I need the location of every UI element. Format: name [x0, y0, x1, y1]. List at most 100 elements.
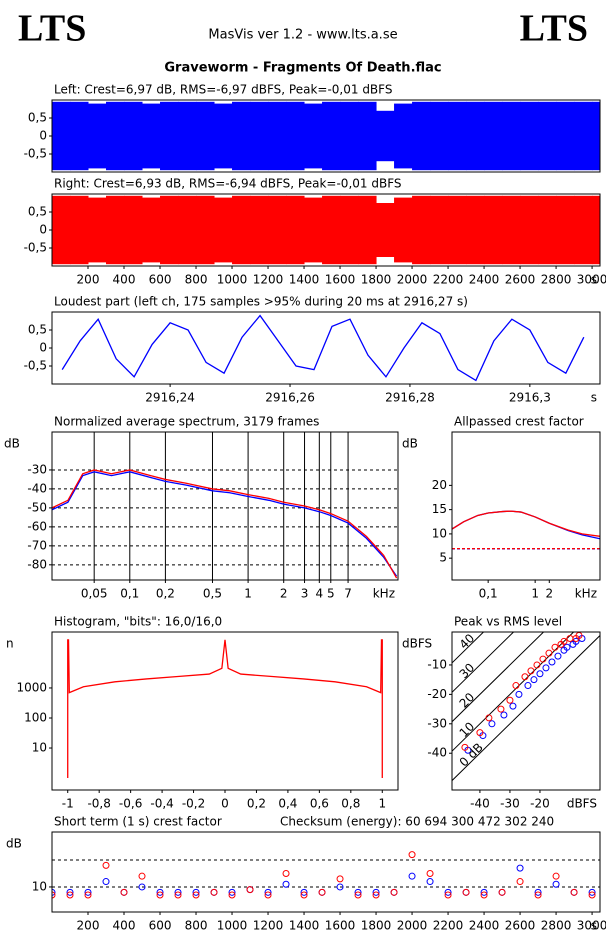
- y-tick-label: -0,5: [24, 359, 47, 373]
- point: [66, 891, 74, 899]
- point: [462, 888, 470, 896]
- point: [563, 643, 571, 651]
- x-tick-label: 2: [545, 587, 553, 601]
- point: [516, 878, 524, 886]
- x-tick-label: 0,6: [310, 797, 329, 811]
- x-tick-label: 2200: [433, 273, 464, 287]
- x-axis-label: s: [591, 919, 597, 933]
- waveform-segment: [232, 195, 251, 265]
- x-tick-label: 200: [77, 919, 100, 933]
- x-tick-label: 3000: [577, 919, 606, 933]
- y-tick-label: -30: [27, 462, 47, 476]
- point: [426, 878, 434, 886]
- waveform-segment: [574, 101, 593, 171]
- point: [509, 702, 517, 710]
- point: [521, 673, 529, 681]
- x-tick-label: 400: [113, 273, 136, 287]
- point: [120, 888, 128, 896]
- point: [548, 658, 556, 666]
- series-line: [52, 471, 398, 577]
- x-tick-label: 0,5: [203, 587, 222, 601]
- waveform-segment: [250, 195, 269, 265]
- waveform-segment: [484, 101, 503, 171]
- point: [354, 888, 362, 896]
- point: [156, 888, 164, 896]
- panel-title: Short term (1 s) crest factor: [54, 815, 222, 829]
- waveform-segment: [556, 101, 575, 171]
- waveform-segment: [250, 101, 269, 171]
- plot-frame: [51, 311, 601, 385]
- waveform-segment: [358, 101, 377, 171]
- waveform-segment: [556, 195, 575, 265]
- waveform-segment: [124, 195, 143, 265]
- point: [485, 714, 493, 722]
- waveform-segment: [70, 195, 89, 265]
- series-line: [67, 639, 383, 779]
- waveform-segment: [430, 195, 449, 265]
- x-tick-label: 0,1: [120, 587, 139, 601]
- point: [588, 891, 596, 899]
- point: [506, 696, 514, 704]
- waveform-segment: [214, 103, 233, 169]
- x-tick-label: -0,4: [150, 797, 173, 811]
- point: [461, 743, 469, 751]
- point: [138, 872, 146, 880]
- waveform-segment: [106, 195, 125, 265]
- x-tick-label: 1600: [325, 273, 356, 287]
- y-tick-label: -40: [427, 746, 447, 760]
- point: [390, 888, 398, 896]
- checksum: Checksum (energy): 60 694 300 472 302 24…: [280, 815, 554, 829]
- x-tick-label: 1400: [289, 919, 320, 933]
- y-tick-label: -50: [27, 500, 47, 514]
- waveform-segment: [196, 195, 215, 265]
- x-tick-label: 2000: [397, 273, 428, 287]
- x-tick-label: 7: [344, 587, 352, 601]
- x-tick-label: 1800: [361, 273, 392, 287]
- waveform-segment: [574, 195, 593, 265]
- point: [318, 888, 326, 896]
- point: [570, 888, 578, 896]
- waveform-segment: [538, 101, 557, 171]
- point: [536, 670, 544, 678]
- diagonal-line: [452, 632, 515, 693]
- x-tick-label: 1200: [253, 919, 284, 933]
- waveform-segment: [412, 195, 431, 265]
- point: [560, 637, 568, 645]
- waveform-segment: [160, 101, 179, 171]
- x-tick-label: 1000: [217, 919, 248, 933]
- y-tick-label: 10: [32, 741, 47, 755]
- point: [354, 891, 362, 899]
- x-tick-label: 1600: [325, 919, 356, 933]
- waveform-segment: [466, 101, 485, 171]
- x-tick-label: 0: [221, 797, 229, 811]
- point: [542, 664, 550, 672]
- waveform-segment: [178, 195, 197, 265]
- waveform-segment: [142, 197, 161, 263]
- x-tick-label: 1200: [253, 273, 284, 287]
- point: [498, 888, 506, 896]
- point: [488, 720, 496, 728]
- x-tick-label: -40: [470, 797, 490, 811]
- y-tick-label: 10: [432, 526, 447, 540]
- point: [552, 872, 560, 880]
- waveform-segment: [106, 101, 125, 171]
- panel-title: Loudest part (left ch, 175 samples >95% …: [54, 295, 468, 309]
- point: [530, 676, 538, 684]
- x-tick-label: 0,1: [479, 587, 498, 601]
- waveform-segment: [376, 110, 395, 162]
- y-tick-label: 0,5: [28, 111, 47, 125]
- waveform-segment: [124, 101, 143, 171]
- x-tick-label: -20: [530, 797, 550, 811]
- y-axis-label: dB: [4, 437, 20, 451]
- x-tick-label: 2916,28: [385, 391, 435, 405]
- point: [192, 888, 200, 896]
- y-axis-label: dBFS: [402, 637, 432, 651]
- plot-frame: [51, 99, 601, 173]
- point: [480, 891, 488, 899]
- point: [228, 888, 236, 896]
- y-axis-label: n: [6, 637, 14, 651]
- point: [84, 891, 92, 899]
- waveform-segment: [286, 195, 305, 265]
- file-title: Graveworm - Fragments Of Death.flac: [164, 61, 441, 76]
- x-tick-label: 1: [531, 587, 539, 601]
